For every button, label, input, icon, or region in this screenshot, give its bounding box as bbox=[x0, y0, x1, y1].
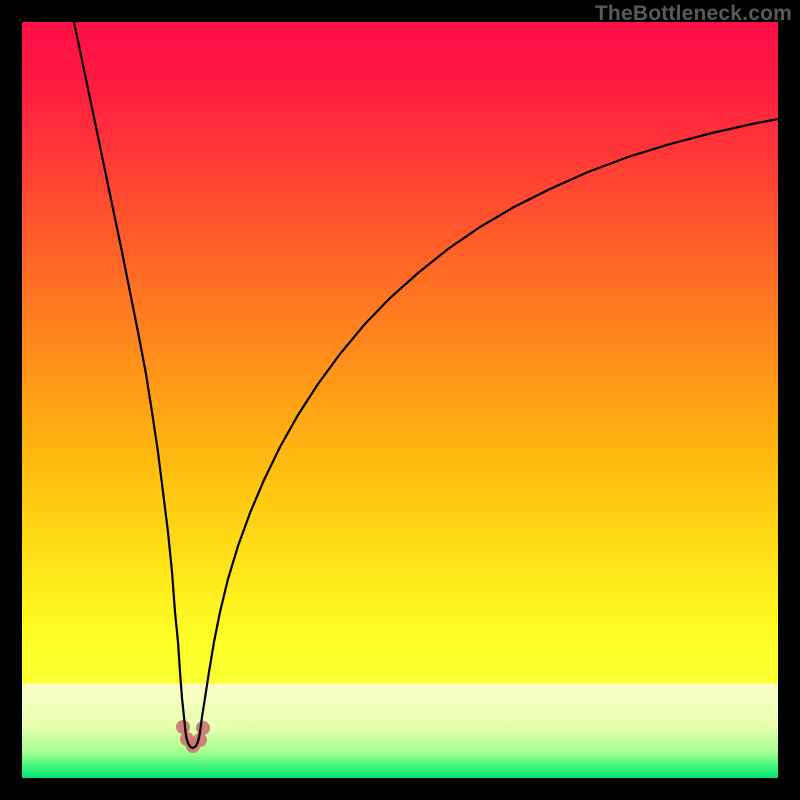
plot-svg bbox=[22, 22, 778, 778]
plot-area bbox=[22, 22, 778, 778]
cusp-dot bbox=[196, 721, 210, 735]
cusp-dot bbox=[176, 720, 190, 734]
gradient-background bbox=[22, 22, 778, 778]
chart-frame: TheBottleneck.com bbox=[0, 0, 800, 800]
source-watermark: TheBottleneck.com bbox=[595, 2, 792, 26]
